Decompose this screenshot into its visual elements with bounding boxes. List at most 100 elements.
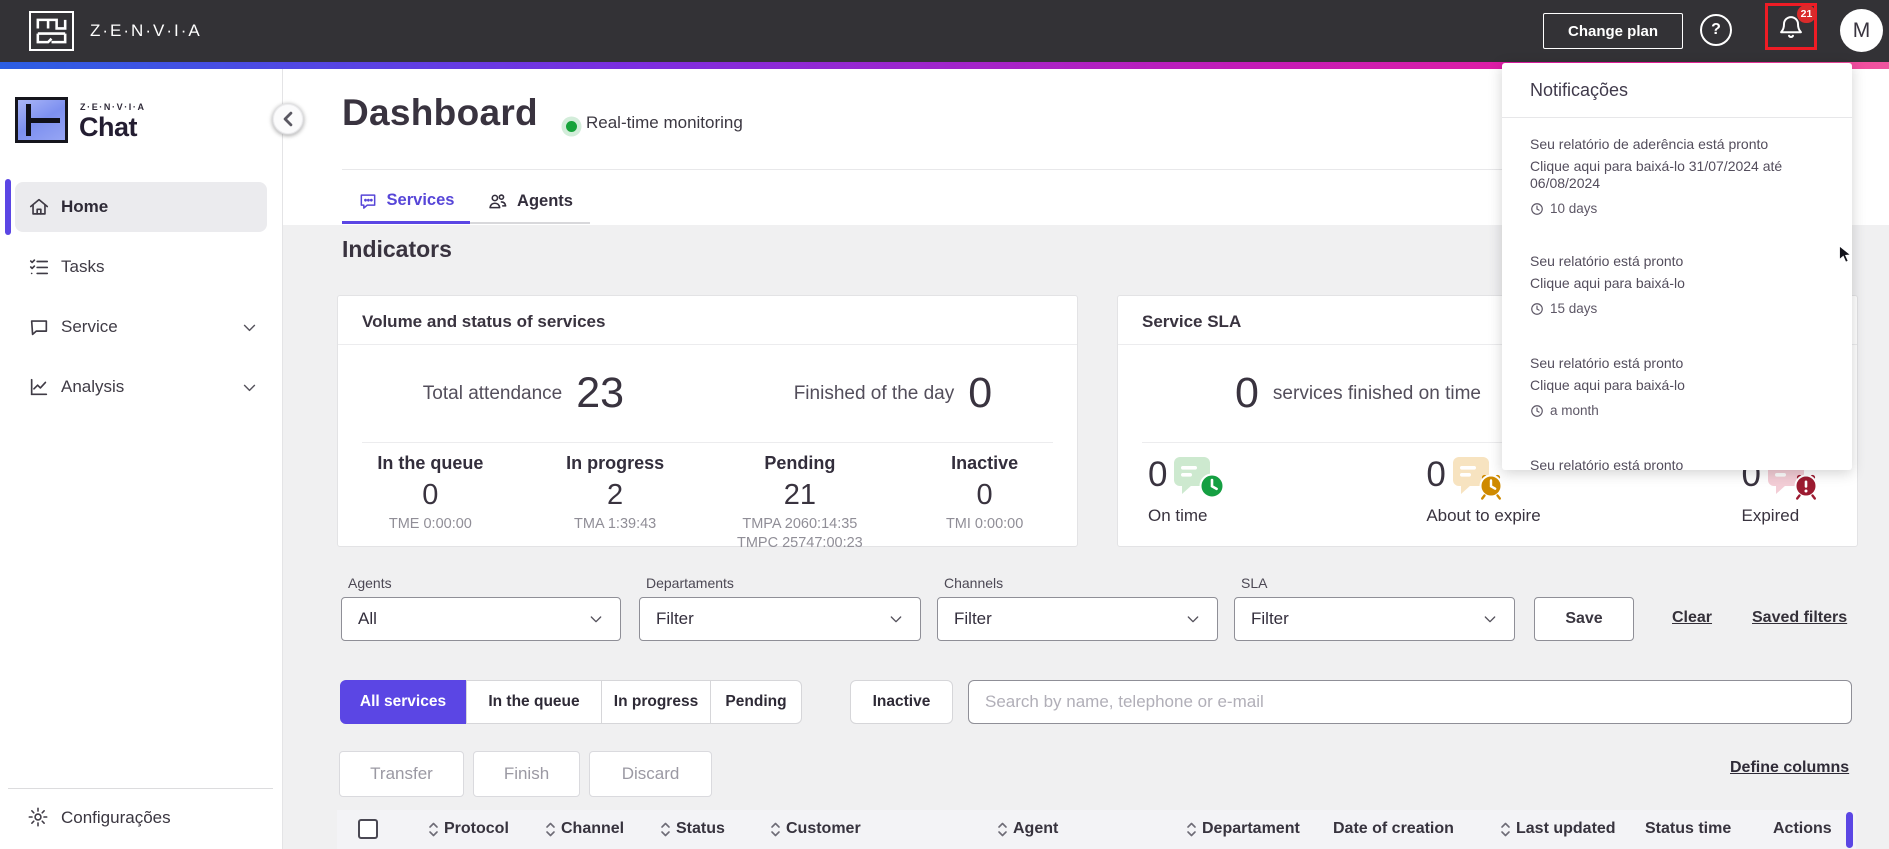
table-header-row: Protocol Channel Status Customer Agent D… — [337, 810, 1856, 849]
summary-value: 23 — [576, 369, 625, 417]
zenvia-logo-icon — [29, 11, 74, 51]
realtime-status-label: Real-time monitoring — [586, 113, 743, 132]
column-header-status-time[interactable]: Status time — [1645, 820, 1732, 837]
filter-label-departaments: Departaments — [646, 575, 734, 591]
clock-icon — [1531, 302, 1543, 315]
sidebar-item-tasks[interactable]: Tasks — [0, 242, 283, 292]
chat-clock-green-icon — [1173, 455, 1225, 501]
notification-item[interactable]: Seu relatório de aderência está pronto C… — [1530, 136, 1828, 216]
sidebar-logo-product: Chat — [79, 112, 138, 142]
notifications-bell-button[interactable]: 21 — [1765, 3, 1817, 50]
download-link[interactable]: Clique aqui para baixá-lo — [1530, 275, 1685, 291]
column-header-agent[interactable]: Agent — [996, 820, 1058, 838]
notification-item[interactable]: Seu relatório está pronto Clique aqui pa… — [1530, 253, 1828, 316]
notifications-panel: Notificações Seu relatório de aderência … — [1502, 63, 1852, 470]
avatar-initial: M — [1852, 18, 1871, 42]
departaments-filter-select[interactable]: Filter — [639, 597, 921, 641]
tab-agents[interactable]: Agents — [470, 180, 590, 224]
notification-item[interactable]: Seu relatório está pronto Clique aqui pa… — [1530, 355, 1828, 418]
segment-in-the-queue[interactable]: In the queue — [466, 680, 602, 724]
chevron-down-icon — [890, 616, 902, 623]
chevron-down-icon — [241, 379, 258, 396]
sidebar-item-service[interactable]: Service — [0, 302, 283, 352]
summary-finished-on-time: 0 services finished on time — [1235, 369, 1481, 417]
notification-item[interactable]: Seu relatório está pronto — [1530, 457, 1684, 470]
people-icon — [487, 191, 508, 212]
sidebar-item-home[interactable]: Home — [0, 179, 283, 235]
card-title: Service SLA — [1142, 312, 1242, 331]
download-link[interactable]: Clique aqui para baixá-lo 31/07/2024 até… — [1530, 158, 1783, 191]
sort-icon — [1187, 822, 1196, 836]
sort-icon — [1501, 822, 1510, 836]
change-plan-button[interactable]: Change plan — [1543, 13, 1683, 49]
sla-filter-select[interactable]: Filter — [1234, 597, 1515, 641]
notifications-panel-title: Notificações — [1530, 80, 1629, 100]
sidebar-item-settings[interactable]: Configurações — [61, 808, 171, 827]
filter-label-sla: SLA — [1241, 575, 1268, 591]
clear-filters-link[interactable]: Clear — [1672, 609, 1713, 626]
vertical-scrollbar-thumb[interactable] — [1846, 812, 1853, 848]
finish-button[interactable]: Finish — [473, 751, 580, 797]
tab-services[interactable]: Services — [342, 180, 470, 224]
column-header-actions[interactable]: Actions — [1773, 820, 1832, 837]
filter-label-channels: Channels — [944, 575, 1004, 591]
help-icon[interactable]: ? — [1700, 14, 1732, 46]
column-header-departament[interactable]: Departament — [1185, 820, 1300, 838]
realtime-status-dot — [566, 121, 577, 132]
chat-bubble-icon — [28, 316, 50, 338]
summary-total-attendance: Total attendance 23 — [422, 369, 625, 417]
sla-stat-about-to-expire: 0 — [1426, 455, 1541, 525]
active-item-accent-bar — [5, 179, 11, 235]
inactive-filter-button[interactable]: Inactive — [850, 680, 953, 724]
column-header-protocol[interactable]: Protocol — [427, 820, 509, 838]
download-link[interactable]: Clique aqui para baixá-lo — [1530, 377, 1685, 393]
page-title: Dashboard — [342, 92, 538, 133]
select-all-checkbox[interactable] — [358, 819, 378, 839]
sidebar-logo-brand: Z·E·N·V·I·A — [80, 102, 146, 112]
help-glyph: ? — [1711, 21, 1721, 38]
summary-value: 0 — [968, 369, 993, 417]
segment-in-progress[interactable]: In progress — [601, 680, 711, 724]
stat-in-progress: In progress 2 TMA 1:39:43 — [566, 453, 665, 532]
clock-icon — [1531, 404, 1543, 417]
clock-icon — [1531, 202, 1543, 215]
column-header-last-updated[interactable]: Last updated — [1499, 820, 1616, 838]
user-avatar[interactable]: M — [1840, 9, 1883, 52]
sort-icon — [546, 822, 555, 836]
column-header-customer[interactable]: Customer — [769, 820, 861, 838]
column-header-status[interactable]: Status — [659, 820, 725, 838]
column-header-date-of-creation[interactable]: Date of creation — [1333, 820, 1454, 837]
sidebar-item-analysis[interactable]: Analysis — [0, 362, 283, 412]
chat-dots-icon — [358, 191, 378, 211]
chevron-down-icon — [1187, 616, 1199, 623]
chevron-down-icon — [590, 616, 602, 623]
sidebar-collapse-button[interactable] — [272, 103, 304, 135]
tab-label: Services — [386, 191, 455, 209]
agents-filter-select[interactable]: All — [341, 597, 621, 641]
discard-button[interactable]: Discard — [589, 751, 712, 797]
search-input[interactable] — [968, 680, 1852, 724]
card-title: Volume and status of services — [362, 312, 606, 331]
chat-alarm-orange-icon — [1452, 455, 1504, 501]
transfer-button[interactable]: Transfer — [339, 751, 464, 797]
column-header-channel[interactable]: Channel — [544, 820, 624, 838]
sidebar: Z·E·N·V·I·A Chat Home Tasks — [0, 69, 283, 849]
define-columns-link[interactable]: Define columns — [1730, 759, 1850, 776]
sort-icon — [661, 822, 670, 836]
sidebar-item-label: Service — [61, 317, 118, 336]
zenvia-chat-logo — [15, 97, 68, 143]
segment-all-services[interactable]: All services — [340, 680, 466, 724]
saved-filters-link[interactable]: Saved filters — [1752, 609, 1848, 626]
tasks-icon — [28, 256, 50, 278]
sidebar-footer-divider — [8, 788, 273, 789]
sort-icon — [429, 822, 438, 836]
summary-finished-of-day: Finished of the day 0 — [793, 369, 993, 417]
save-filter-button[interactable]: Save — [1534, 597, 1634, 641]
filter-label-agents: Agents — [348, 575, 392, 591]
bell-icon — [1777, 13, 1805, 41]
channels-filter-select[interactable]: Filter — [937, 597, 1218, 641]
chevron-down-icon — [241, 319, 258, 336]
segment-pending[interactable]: Pending — [710, 680, 802, 724]
brand-gradient-bar — [0, 62, 1889, 69]
